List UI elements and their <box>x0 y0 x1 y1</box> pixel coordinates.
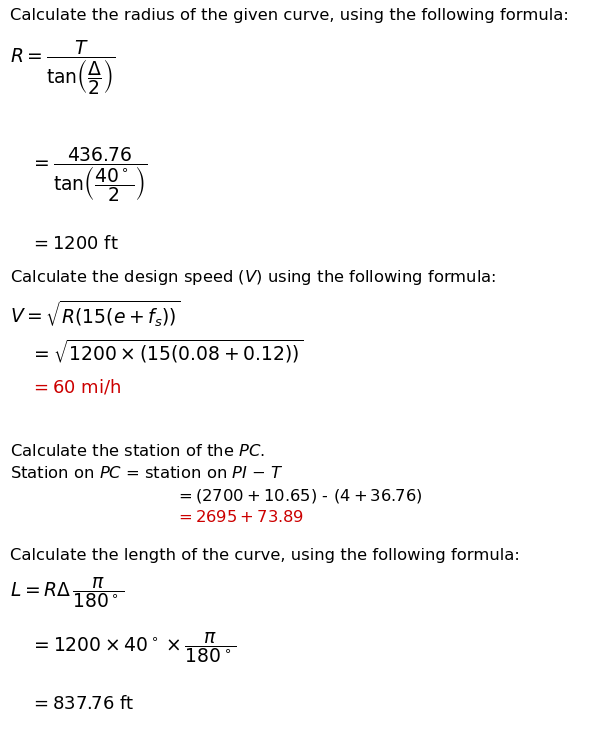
Text: $= (2700+10.65)\ \text{-}\ (4+36.76)$: $= (2700+10.65)\ \text{-}\ (4+36.76)$ <box>175 487 423 505</box>
Text: $= \sqrt{1200 \times \left(15\left(0.08 + 0.12\right)\right)}$: $= \sqrt{1200 \times \left(15\left(0.08 … <box>30 338 303 365</box>
Text: $= 1200\ \mathrm{ft}$: $= 1200\ \mathrm{ft}$ <box>30 235 119 253</box>
Text: Calculate the radius of the given curve, using the following formula:: Calculate the radius of the given curve,… <box>10 8 569 23</box>
Text: Calculate the design speed ($V$) using the following formula:: Calculate the design speed ($V$) using t… <box>10 268 496 287</box>
Text: $L = R\Delta\,\dfrac{\pi}{180^\circ}$: $L = R\Delta\,\dfrac{\pi}{180^\circ}$ <box>10 575 124 610</box>
Text: $= 837.76\ \mathrm{ft}$: $= 837.76\ \mathrm{ft}$ <box>30 695 134 713</box>
Text: $= 60\ \mathrm{mi/h}$: $= 60\ \mathrm{mi/h}$ <box>30 378 121 397</box>
Text: $= 2695+73.89$: $= 2695+73.89$ <box>175 509 304 525</box>
Text: $R = \dfrac{T}{\tan\!\left(\dfrac{\Delta}{2}\right)}$: $R = \dfrac{T}{\tan\!\left(\dfrac{\Delta… <box>10 38 115 97</box>
Text: $= \dfrac{436.76}{\tan\!\left(\dfrac{40^\circ}{2}\right)}$: $= \dfrac{436.76}{\tan\!\left(\dfrac{40^… <box>30 145 147 204</box>
Text: Calculate the station of the $PC$.: Calculate the station of the $PC$. <box>10 443 265 459</box>
Text: $= 1200 \times 40^\circ \times \dfrac{\pi}{180^\circ}$: $= 1200 \times 40^\circ \times \dfrac{\p… <box>30 630 237 665</box>
Text: $V = \sqrt{R\left(15\left(e + f_s\right)\right)}$: $V = \sqrt{R\left(15\left(e + f_s\right)… <box>10 298 180 329</box>
Text: Station on $PC$ = station on $PI$ $-$ $T$: Station on $PC$ = station on $PI$ $-$ $T… <box>10 465 283 481</box>
Text: Calculate the length of the curve, using the following formula:: Calculate the length of the curve, using… <box>10 548 520 563</box>
